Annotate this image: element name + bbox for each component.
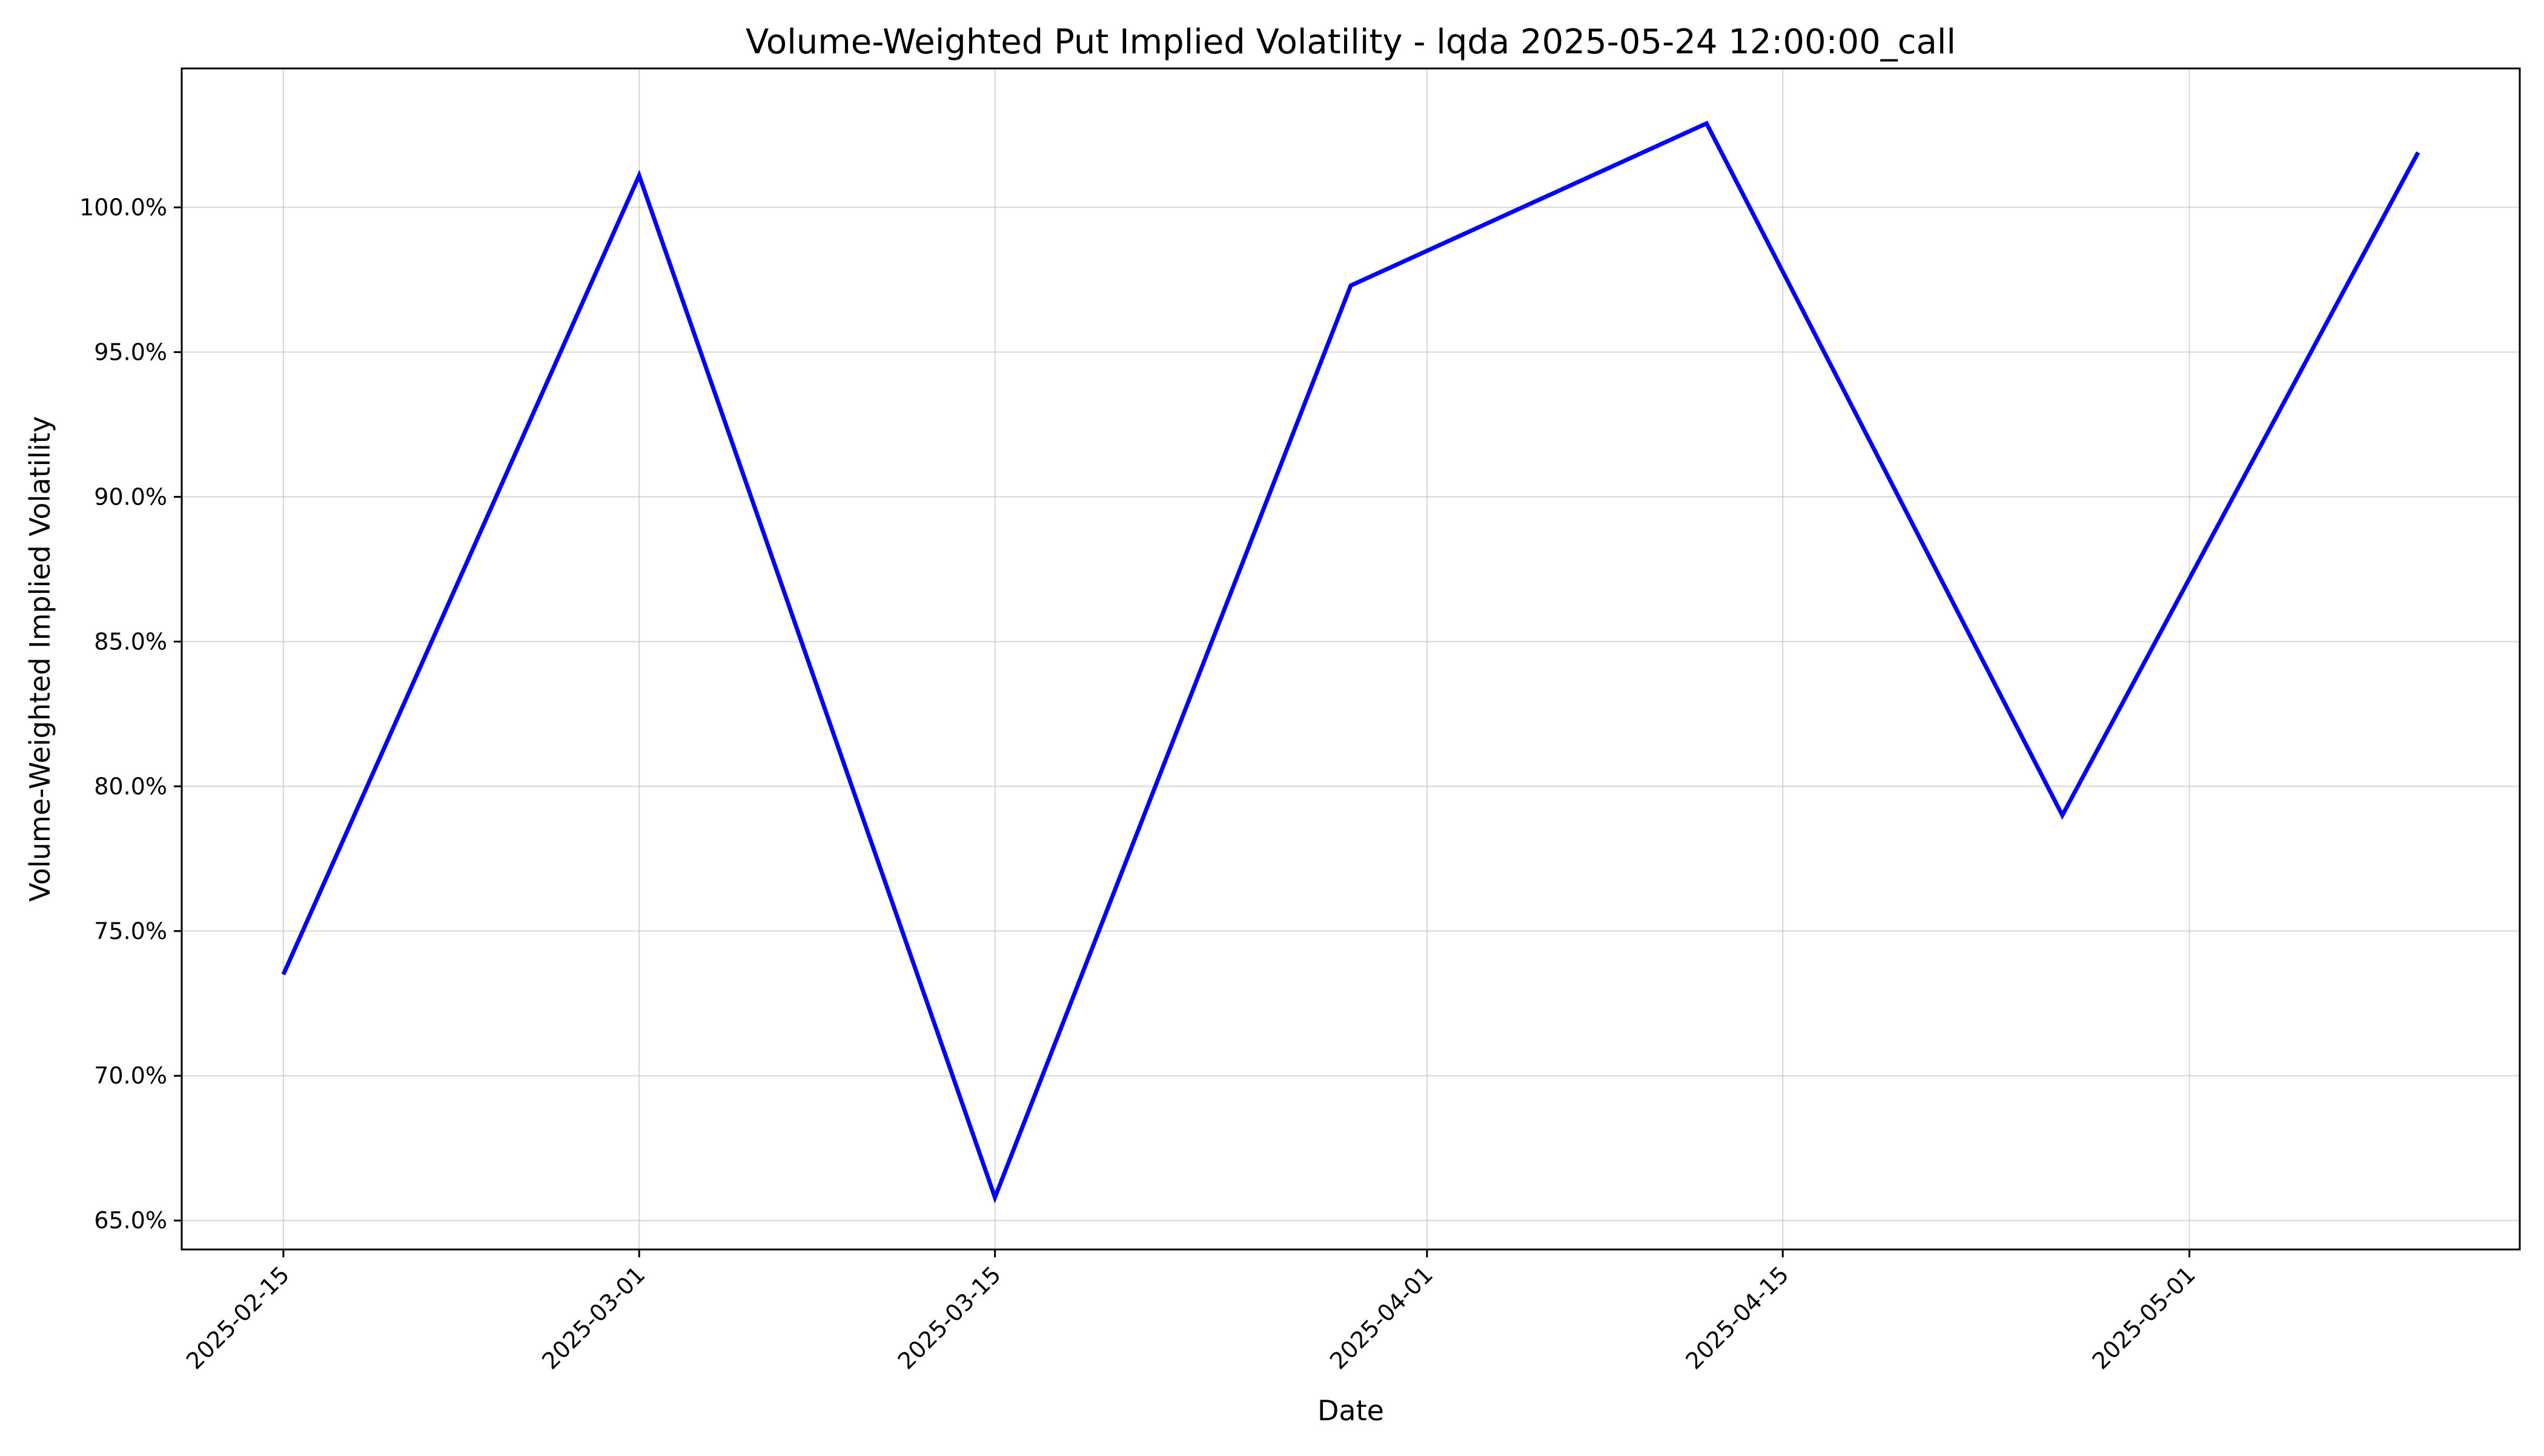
y-tick-label: 70.0% bbox=[94, 1062, 167, 1089]
series-line bbox=[281, 121, 2420, 1204]
y-axis-label: Volume-Weighted Implied Volatility bbox=[24, 416, 56, 902]
y-tick-label: 85.0% bbox=[94, 628, 167, 655]
y-tick-label: 65.0% bbox=[94, 1207, 167, 1234]
series-layer bbox=[281, 121, 2420, 1204]
x-axis-label: Date bbox=[1317, 1394, 1384, 1427]
y-tick-label: 75.0% bbox=[94, 918, 167, 944]
y-tick-label: 95.0% bbox=[94, 339, 167, 365]
plot-frame bbox=[181, 67, 2521, 1251]
y-tick-label: 90.0% bbox=[94, 483, 167, 510]
grid bbox=[182, 68, 2520, 1249]
y-tick-label: 80.0% bbox=[94, 773, 167, 799]
y-tick-label: 100.0% bbox=[79, 194, 167, 220]
chart-title: Volume-Weighted Put Implied Volatility -… bbox=[746, 22, 1956, 62]
